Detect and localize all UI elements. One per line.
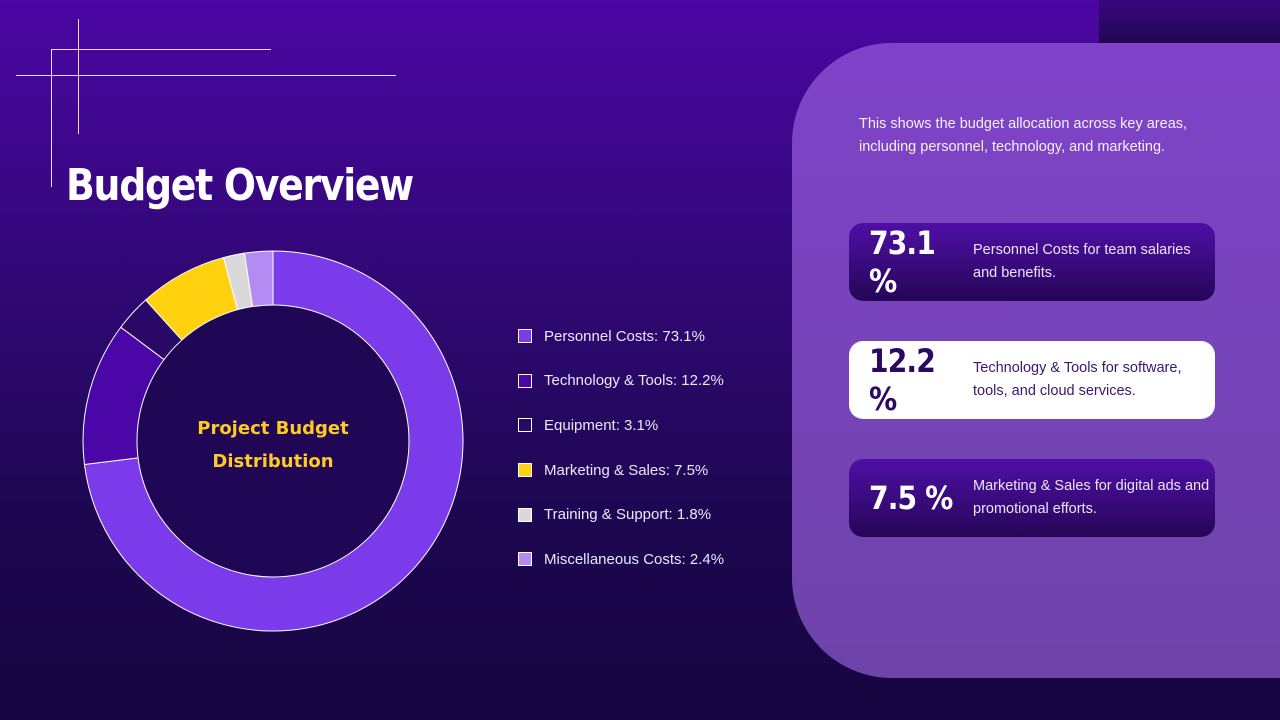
legend-label: Equipment: 3.1% <box>544 416 659 434</box>
stat-card-technology: 12.2 % Technology & Tools for software, … <box>849 341 1215 419</box>
legend-swatch <box>518 373 532 388</box>
stat-value: 73.1 % <box>869 224 936 300</box>
stat-description: Marketing & Sales for digital ads and pr… <box>973 478 1210 517</box>
legend-item-equipment: Equipment: 3.1% <box>518 403 724 448</box>
legend-item-training: Training & Support: 1.8% <box>518 492 724 537</box>
legend-swatch <box>518 507 532 522</box>
stat-card-marketing: 7.5 % Marketing & Sales for digital ads … <box>849 459 1215 537</box>
donut-hole <box>136 304 410 578</box>
decorative-line <box>16 75 396 76</box>
legend-swatch <box>518 552 532 567</box>
stat-description: Technology & Tools for software, tools, … <box>973 360 1182 399</box>
donut-chart: Project Budget Distribution <box>82 250 464 632</box>
corner-accent <box>1099 0 1280 43</box>
legend-swatch <box>518 329 532 344</box>
legend-item-marketing: Marketing & Sales: 7.5% <box>518 448 724 493</box>
legend-swatch <box>518 463 532 478</box>
legend-item-miscellaneous: Miscellaneous Costs: 2.4% <box>518 537 724 582</box>
chart-center-label-line1: Project Budget <box>197 418 349 439</box>
chart-legend: Personnel Costs: 73.1% Technology & Tool… <box>518 314 724 582</box>
legend-item-personnel: Personnel Costs: 73.1% <box>518 314 724 359</box>
summary-panel: This shows the budget allocation across … <box>792 43 1280 678</box>
stat-description: Personnel Costs for team salaries and be… <box>973 242 1191 281</box>
page-title: Budget Overview <box>66 160 414 211</box>
legend-label: Training & Support: 1.8% <box>544 506 712 524</box>
legend-label: Miscellaneous Costs: 2.4% <box>544 550 725 568</box>
legend-label: Personnel Costs: 73.1% <box>544 327 705 345</box>
stat-value: 7.5 % <box>869 479 953 517</box>
panel-intro-text: This shows the budget allocation across … <box>859 116 1188 155</box>
legend-label: Marketing & Sales: 7.5% <box>544 461 709 479</box>
stat-value: 12.2 % <box>869 342 936 418</box>
legend-item-technology: Technology & Tools: 12.2% <box>518 359 724 404</box>
decorative-line <box>51 49 52 187</box>
legend-swatch <box>518 418 532 433</box>
legend-label: Technology & Tools: 12.2% <box>544 372 724 390</box>
chart-center-label-line2: Distribution <box>212 451 333 472</box>
decorative-line <box>78 19 79 134</box>
decorative-line <box>51 49 271 50</box>
stat-card-personnel: 73.1 % Personnel Costs for team salaries… <box>849 223 1215 301</box>
